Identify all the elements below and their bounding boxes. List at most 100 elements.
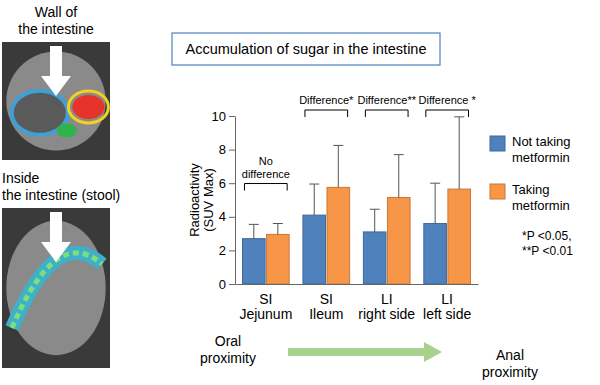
direction-start-label: proximity — [200, 350, 256, 366]
x-tick-label: LIright side — [358, 291, 415, 322]
significance-label: Nodifference — [242, 155, 290, 180]
error-cap — [249, 224, 259, 225]
image-caption: the intestine — [18, 21, 94, 37]
error-line — [398, 155, 399, 198]
y-tick-mark — [229, 116, 235, 117]
y-tick-label: 4 — [219, 209, 226, 224]
error-cap — [333, 145, 343, 146]
bar-series — [242, 183, 446, 284]
error-cap — [394, 154, 404, 155]
y-axis-title-line: Radioactivity — [187, 163, 202, 237]
bar — [267, 234, 290, 284]
direction-arrow — [288, 348, 424, 356]
legend-label-line: Not taking — [512, 134, 571, 149]
y-tick-mark — [229, 250, 235, 251]
legend-label: Not takingmetformin — [512, 134, 571, 165]
image-hotspot — [57, 124, 77, 138]
error-cap — [273, 223, 283, 224]
x-tick-label-line: Ileum — [309, 306, 343, 322]
error-cap — [370, 209, 380, 210]
significance-bracket — [244, 184, 287, 191]
y-axis-title: Radioactivity(SUV Max) — [187, 163, 216, 237]
significance-bracket — [305, 110, 348, 117]
legend-label: Takingmetformin — [512, 182, 570, 213]
error-line — [374, 209, 375, 232]
x-tick-label-line: LI — [381, 291, 393, 307]
significance-label-line: Difference** — [357, 94, 416, 106]
significance-label-line: Difference* — [299, 94, 354, 106]
x-tick: LIright side — [358, 284, 415, 322]
y-tick: 6 — [219, 176, 235, 191]
y-axis-line — [235, 117, 236, 285]
image-caption: Wall of — [35, 4, 77, 20]
image-hotspot — [72, 95, 104, 119]
y-tick-label: 6 — [219, 176, 226, 191]
x-tick-label-line: LI — [441, 291, 453, 307]
significance-bracket — [426, 110, 469, 117]
direction-arrowhead — [424, 342, 442, 362]
y-tick: 2 — [219, 243, 235, 258]
bar — [448, 189, 471, 284]
bar — [327, 187, 350, 284]
scan-image — [2, 208, 110, 368]
title: Accumulation of sugar in the intestine — [186, 41, 427, 57]
y-tick-label: 2 — [219, 243, 226, 258]
footnote: *P <0.05, — [522, 229, 572, 243]
x-tick-label: LIleft side — [423, 291, 471, 322]
error-line — [253, 224, 254, 238]
y-tick: 10 — [212, 109, 235, 124]
bar — [387, 197, 410, 284]
error-bar — [249, 224, 259, 238]
plot-area — [242, 117, 470, 284]
title-box — [172, 33, 440, 65]
y-tick-label: 10 — [212, 109, 226, 124]
error-line — [314, 184, 315, 215]
image-caption: the intestine (stool) — [2, 187, 120, 203]
legend-swatch — [490, 184, 505, 199]
error-line — [277, 224, 278, 235]
x-tick-label-line: right side — [358, 306, 415, 322]
y-tick: 0 — [219, 277, 235, 292]
error-bar — [454, 117, 464, 189]
x-tick-label: SIIleum — [309, 291, 343, 322]
y-axis-title-line: (SUV Max) — [201, 168, 216, 232]
significance-bracket — [365, 110, 408, 117]
bar — [363, 232, 386, 284]
direction-end-label: proximity — [482, 364, 538, 380]
error-bar — [309, 184, 319, 215]
error-line — [459, 117, 460, 189]
image-caption: Inside — [2, 170, 40, 186]
significance-label: Difference* — [299, 94, 354, 106]
error-bar — [430, 183, 440, 223]
x-axis-line — [236, 284, 479, 285]
x-axis: SIJejunumSIIleumLIright sideLIleft side — [236, 284, 479, 322]
chart: Wall ofthe intestine Insidethe intestine … — [0, 0, 600, 385]
footnote: **P <0.01 — [522, 244, 573, 258]
scan-image — [2, 42, 110, 160]
y-tick-label: 0 — [219, 277, 226, 292]
image-arrow — [41, 46, 71, 96]
significance-label-line: difference — [242, 168, 290, 180]
image-arrow — [41, 212, 71, 262]
x-tick-label-line: left side — [423, 306, 471, 322]
error-cap — [309, 184, 319, 185]
significance-label-line: Difference * — [419, 94, 477, 106]
image-background — [2, 42, 110, 160]
x-tick-label: SIJejunum — [239, 291, 292, 322]
bar — [424, 224, 447, 284]
x-tick: SIIleum — [309, 284, 343, 322]
y-tick-label: 8 — [219, 142, 226, 157]
legend: Not takingmetforminTakingmetformin — [490, 134, 571, 213]
image-organ — [12, 253, 102, 328]
legend-swatch — [490, 136, 505, 151]
y-tick-mark — [229, 183, 235, 184]
bar — [303, 215, 326, 284]
y-tick: 4 — [219, 209, 235, 224]
error-bar — [370, 209, 380, 232]
legend-label-line: metformin — [512, 198, 570, 213]
y-tick: 8 — [219, 142, 235, 157]
image-hotspot — [68, 91, 108, 123]
error-line — [435, 183, 436, 223]
significance-label: Difference** — [357, 94, 416, 106]
x-tick: SIJejunum — [239, 284, 292, 322]
